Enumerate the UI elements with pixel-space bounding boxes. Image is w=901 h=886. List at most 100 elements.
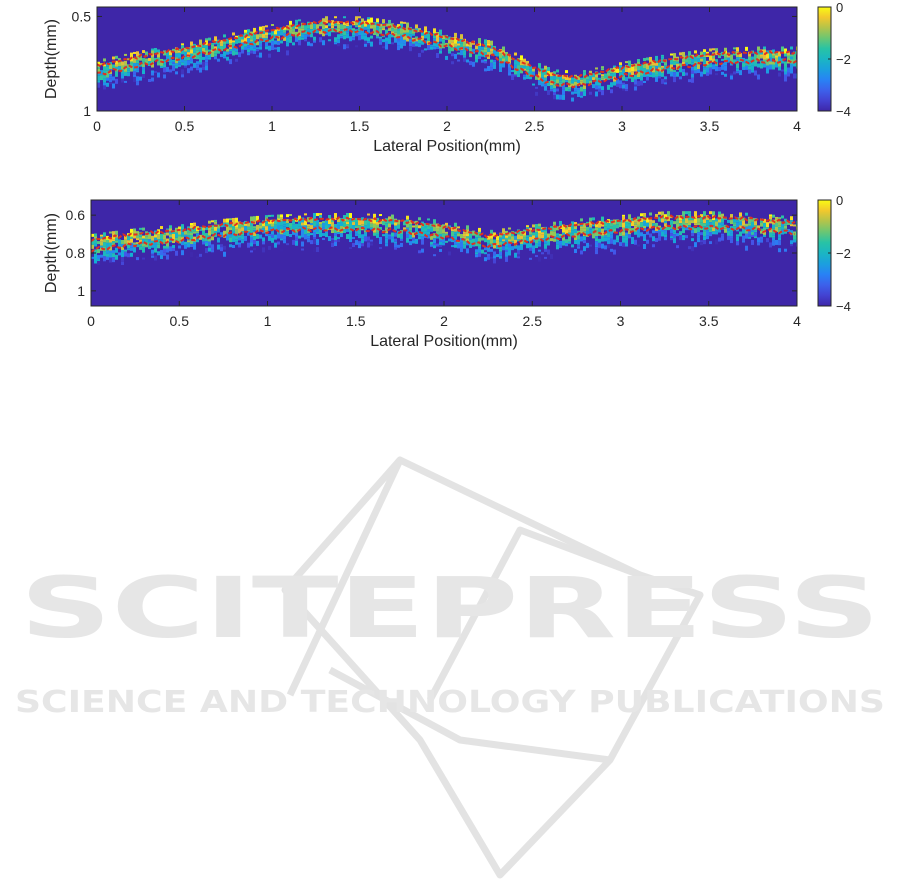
speckle-cell: [256, 41, 259, 46]
speckle-cell: [121, 261, 124, 265]
speckle-cell: [190, 228, 193, 234]
speckle-cell: [703, 219, 706, 224]
speckle-cell: [343, 25, 346, 30]
speckle-cell: [718, 211, 721, 215]
speckle-cell: [271, 33, 274, 37]
speckle-cell: [139, 227, 142, 230]
x-tick-label: 1.5: [350, 118, 370, 134]
speckle-cell: [274, 224, 277, 230]
speckle-cell: [544, 230, 547, 236]
speckle-cell: [298, 226, 301, 230]
speckle-cell: [247, 222, 250, 227]
speckle-cell: [769, 242, 772, 248]
speckle-cell: [280, 234, 283, 239]
speckle-cell: [112, 253, 115, 258]
speckle-cell: [466, 248, 469, 254]
speckle-cell: [745, 229, 748, 234]
speckle-cell: [337, 24, 340, 29]
speckle-cell: [166, 242, 169, 247]
speckle-cell: [628, 72, 631, 75]
speckle-cell: [637, 224, 640, 227]
speckle-cell: [712, 55, 715, 59]
speckle-cell: [334, 217, 337, 221]
speckle-cell: [694, 61, 697, 64]
speckle-cell: [754, 221, 757, 226]
speckle-cell: [181, 224, 184, 230]
speckle-cell: [577, 252, 580, 257]
speckle-cell: [709, 69, 712, 75]
speckle-cell: [316, 220, 319, 226]
speckle-cell: [136, 242, 139, 245]
speckle-cell: [610, 248, 613, 252]
speckle-cell: [205, 55, 208, 60]
speckle-cell: [241, 34, 244, 40]
speckle-cell: [232, 227, 235, 231]
speckle-cell: [487, 247, 490, 252]
speckle-cell: [487, 52, 490, 55]
speckle-cell: [172, 59, 175, 62]
speckle-cell: [205, 243, 208, 247]
speckle-cell: [673, 53, 676, 59]
speckle-cell: [196, 231, 199, 234]
speckle-cell: [118, 239, 121, 245]
speckle-cell: [289, 20, 292, 25]
speckle-cell: [196, 68, 199, 71]
speckle-cell: [184, 244, 187, 249]
speckle-cell: [745, 223, 748, 227]
speckle-cell: [403, 27, 406, 33]
speckle-cell: [670, 233, 673, 237]
speckle-cell: [553, 88, 556, 93]
speckle-cell: [241, 49, 244, 54]
speckle-cell: [478, 252, 481, 257]
speckle-cell: [625, 243, 628, 247]
speckle-cell: [178, 64, 181, 67]
speckle-cell: [202, 56, 205, 60]
speckle-cell: [748, 230, 751, 235]
speckle-cell: [781, 69, 784, 72]
speckle-cell: [352, 35, 355, 38]
speckle-cell: [271, 36, 274, 42]
speckle-cell: [676, 71, 679, 77]
speckle-cell: [136, 257, 139, 261]
speckle-cell: [457, 41, 460, 44]
speckle-cell: [679, 220, 682, 224]
speckle-cell: [541, 252, 544, 255]
speckle-cell: [400, 43, 403, 49]
speckle-cell: [490, 243, 493, 247]
speckle-cell: [472, 238, 475, 243]
speckle-cell: [640, 213, 643, 217]
speckle-cell: [628, 67, 631, 73]
speckle-cell: [286, 223, 289, 228]
speckle-cell: [418, 236, 421, 240]
speckle-cell: [334, 233, 337, 237]
speckle-cell: [184, 47, 187, 52]
speckle-cell: [133, 230, 136, 234]
speckle-cell: [184, 230, 187, 235]
speckle-cell: [748, 69, 751, 74]
speckle-cell: [205, 38, 208, 41]
speckle-cell: [217, 44, 220, 49]
speckle-cell: [733, 71, 736, 75]
speckle-cell: [613, 239, 616, 245]
speckle-cell: [454, 241, 457, 245]
speckle-cell: [694, 66, 697, 71]
speckle-cell: [352, 37, 355, 41]
speckle-cell: [307, 21, 310, 24]
speckle-cell: [457, 59, 460, 62]
speckle-cell: [469, 61, 472, 66]
speckle-cell: [169, 234, 172, 238]
speckle-cell: [175, 71, 178, 75]
speckle-cell: [673, 221, 676, 225]
speckle-cell: [376, 232, 379, 235]
speckle-cell: [541, 229, 544, 233]
speckle-cell: [103, 70, 106, 76]
speckle-cell: [376, 18, 379, 23]
speckle-cell: [295, 31, 298, 36]
speckle-cell: [490, 238, 493, 244]
speckle-cell: [361, 228, 364, 231]
speckle-cell: [721, 213, 724, 219]
speckle-cell: [346, 31, 349, 34]
speckle-cell: [541, 232, 544, 235]
speckle-cell: [526, 243, 529, 249]
